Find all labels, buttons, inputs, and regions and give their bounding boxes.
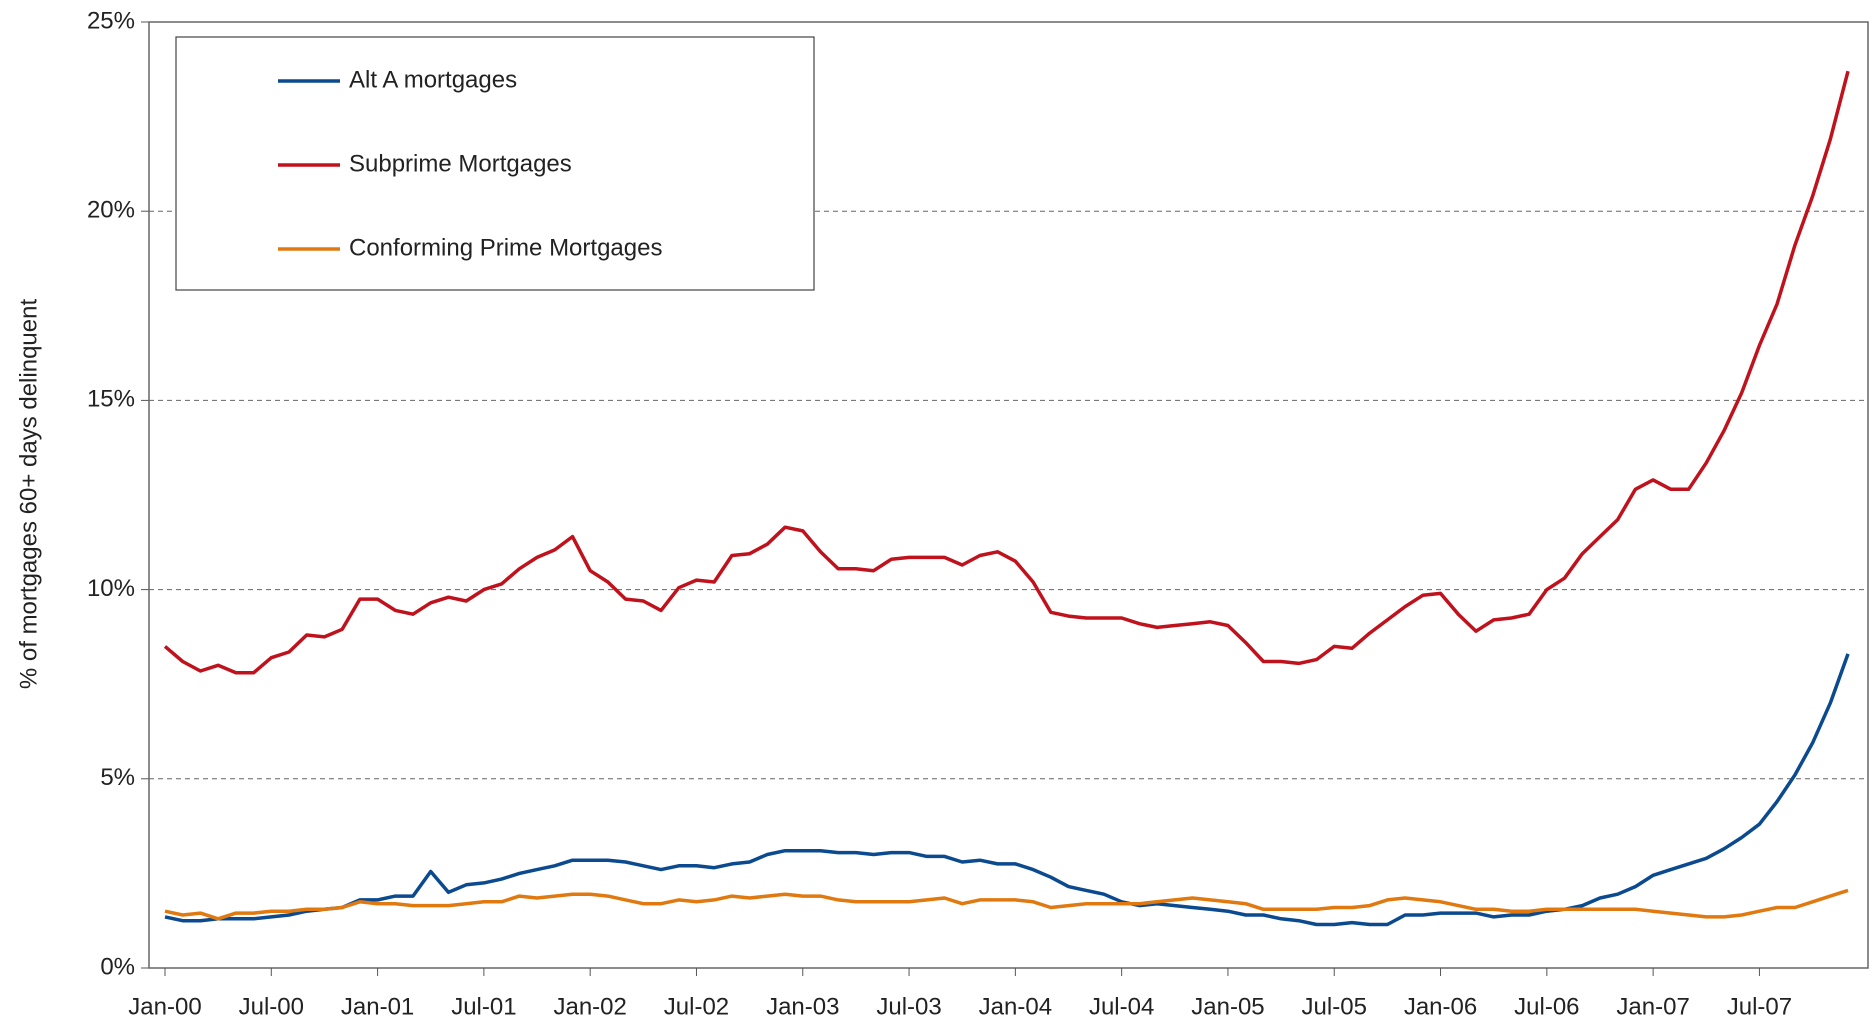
y-tick-label: 20% <box>87 197 135 224</box>
y-tick-label: 15% <box>87 386 135 413</box>
y-tick-label: 0% <box>100 953 135 980</box>
x-tick-label: Jan-07 <box>1616 993 1689 1020</box>
legend-label: Conforming Prime Mortgages <box>349 234 662 261</box>
x-tick-label: Jan-00 <box>128 993 201 1020</box>
x-tick-label: Jan-01 <box>341 993 414 1020</box>
plot-frame <box>148 21 1869 969</box>
x-tick-label: Jan-04 <box>979 993 1052 1020</box>
x-tick-label: Jul-03 <box>876 993 941 1020</box>
x-tick-label: Jan-05 <box>1191 993 1264 1020</box>
y-tick-label: 25% <box>87 7 135 34</box>
series-line <box>164 888 1849 921</box>
y-tick-label: 5% <box>100 764 135 791</box>
x-tick-label: Jul-02 <box>664 993 729 1020</box>
series-line <box>164 653 1850 927</box>
x-tick-label: Jan-03 <box>766 993 839 1020</box>
legend-label: Subprime Mortgages <box>349 150 572 177</box>
y-axis-label: % of mortgages 60+ days delinquent <box>15 299 42 690</box>
x-tick-label: Jul-06 <box>1514 993 1579 1020</box>
x-tick-label: Jan-02 <box>553 993 626 1020</box>
x-tick-label: Jul-00 <box>239 993 304 1020</box>
series-line <box>163 70 1850 675</box>
x-tick-label: Jul-05 <box>1302 993 1367 1020</box>
legend-label: Alt A mortgages <box>349 66 517 93</box>
x-tick-label: Jul-04 <box>1089 993 1154 1020</box>
y-tick-label: 10% <box>87 575 135 602</box>
x-tick-label: Jan-06 <box>1404 993 1477 1020</box>
x-tick-label: Jul-01 <box>451 993 516 1020</box>
x-tick-label: Jul-07 <box>1727 993 1792 1020</box>
